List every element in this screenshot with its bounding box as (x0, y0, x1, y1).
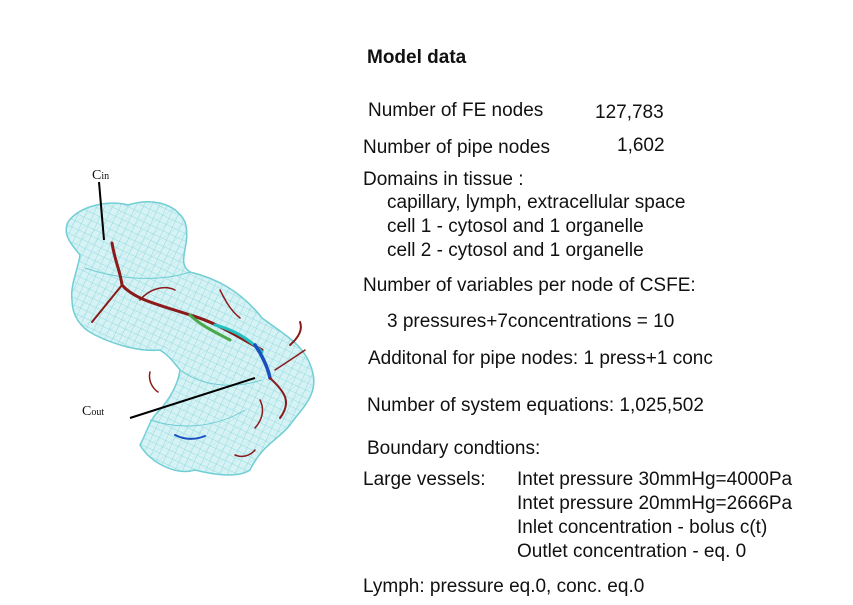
bc-line-1: Intet pressure 30mmHg=4000Pa (517, 469, 793, 490)
fe-nodes-label: Number of FE nodes (368, 100, 544, 121)
tissue-mesh-illustration (65, 181, 315, 476)
c-out-main: C (82, 404, 92, 419)
c-out-label: Cout (82, 404, 104, 420)
pipe-nodes-label: Number of pipe nodes (363, 137, 550, 158)
model-data-title: Model data (367, 47, 467, 68)
bc-line-3: Inlet concentration - bolus c(t) (517, 517, 768, 538)
variables-value: 3 pressures+7concentrations = 10 (387, 311, 675, 332)
additional-pipe-nodes: Additonal for pipe nodes: 1 press+1 conc (368, 348, 713, 369)
vessel-network (91, 241, 306, 458)
variables-label: Number of variables per node of CSFE: (363, 275, 696, 296)
c-in-sub: in (101, 171, 110, 182)
domain-item-3: cell 2 - cytosol and 1 organelle (387, 240, 644, 261)
lymph-conditions: Lymph: pressure eq.0, conc. eq.0 (363, 576, 645, 597)
bc-line-4: Outlet concentration - eq. 0 (517, 541, 747, 562)
c-out-sub: out (91, 407, 105, 418)
domains-label: Domains in tissue : (363, 169, 524, 190)
c-in-label: Cin (92, 168, 109, 184)
pointer-lines (98, 181, 256, 419)
fe-nodes-value: 127,783 (595, 102, 664, 123)
boundary-conditions-label: Boundary condtions: (367, 438, 541, 459)
system-equations: Number of system equations: 1,025,502 (367, 395, 704, 416)
domain-item-1: capillary, lymph, extracellular space (387, 192, 686, 213)
bc-line-2: Intet pressure 20mmHg=2666Pa (517, 493, 793, 514)
c-in-main: C (92, 168, 102, 183)
mesh-body (65, 201, 315, 476)
domain-item-2: cell 1 - cytosol and 1 organelle (387, 216, 644, 237)
large-vessels-label: Large vessels: (363, 469, 486, 490)
pipe-nodes-value: 1,602 (617, 135, 665, 156)
